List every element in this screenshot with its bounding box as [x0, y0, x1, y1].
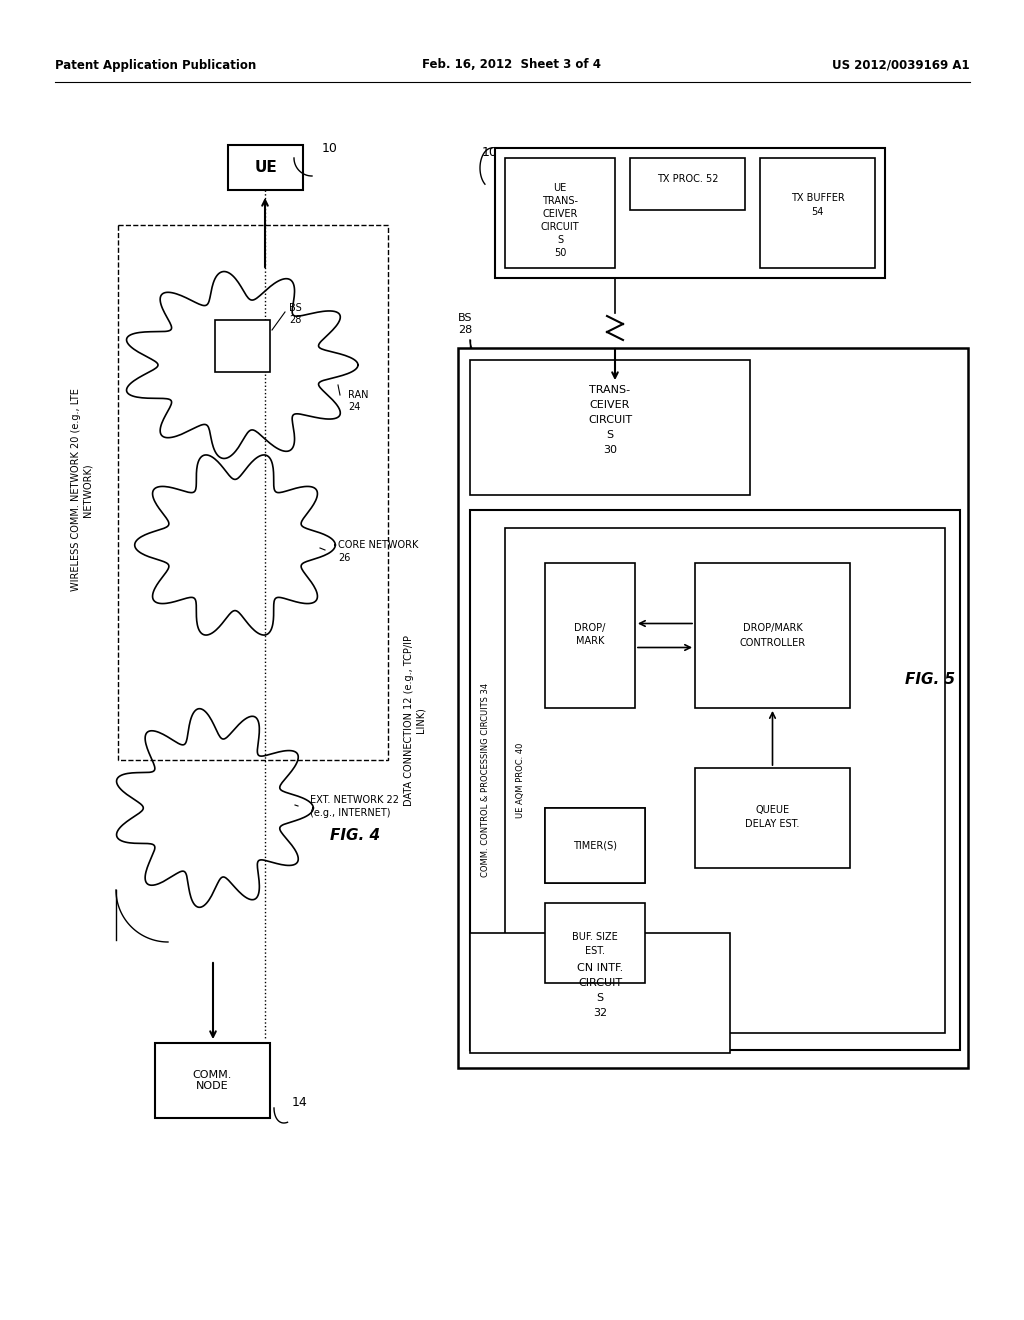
Text: Feb. 16, 2012  Sheet 3 of 4: Feb. 16, 2012 Sheet 3 of 4 [423, 58, 601, 71]
Text: BUF. SIZE: BUF. SIZE [572, 932, 617, 942]
Text: 24: 24 [348, 403, 360, 412]
Text: CIRCUIT: CIRCUIT [588, 414, 632, 425]
Bar [470, 933, 730, 1053]
Text: Patent Application Publication: Patent Application Publication [55, 58, 256, 71]
Text: 10: 10 [482, 145, 498, 158]
Bar [155, 1043, 270, 1118]
Bar [545, 903, 645, 983]
Text: US 2012/0039169 A1: US 2012/0039169 A1 [833, 58, 970, 71]
Text: TIMER(S): TIMER(S) [573, 841, 617, 850]
Bar [630, 158, 745, 210]
Text: 28: 28 [458, 325, 472, 335]
Bar [695, 768, 850, 869]
Text: DROP/MARK: DROP/MARK [742, 623, 803, 632]
Bar [458, 348, 968, 1068]
Text: 26: 26 [338, 553, 350, 564]
Text: S: S [606, 430, 613, 440]
Text: FIG. 5: FIG. 5 [905, 672, 955, 688]
Text: TIMER(S): TIMER(S) [573, 841, 617, 850]
Text: CN INTF.: CN INTF. [577, 964, 624, 973]
Text: COMM.
NODE: COMM. NODE [193, 1069, 232, 1092]
Bar [545, 564, 635, 708]
Text: CEIVER: CEIVER [590, 400, 630, 411]
Text: RAN: RAN [348, 389, 369, 400]
Text: 10: 10 [323, 141, 338, 154]
Text: CIRCUIT: CIRCUIT [541, 222, 580, 232]
Bar [505, 158, 615, 268]
Bar [505, 528, 945, 1034]
Bar [539, 814, 639, 888]
Text: TRANS-: TRANS- [542, 195, 578, 206]
Text: DROP/: DROP/ [574, 623, 605, 632]
Text: EST.: EST. [585, 946, 605, 956]
Bar [545, 808, 645, 883]
Bar [495, 148, 885, 279]
Text: UE: UE [254, 160, 276, 176]
Text: 54: 54 [811, 207, 823, 216]
Text: 14: 14 [292, 1097, 308, 1110]
Text: WIRELESS COMM. NETWORK 20 (e.g., LTE
NETWORK): WIRELESS COMM. NETWORK 20 (e.g., LTE NET… [72, 388, 93, 591]
Text: 50: 50 [554, 248, 566, 257]
Text: DELAY EST.: DELAY EST. [745, 818, 800, 829]
Bar [760, 158, 874, 268]
Text: CORE NETWORK: CORE NETWORK [338, 540, 419, 550]
Text: FIG. 4: FIG. 4 [330, 828, 380, 842]
Bar [228, 145, 303, 190]
Text: CEIVER: CEIVER [543, 209, 578, 219]
Text: CIRCUIT: CIRCUIT [578, 978, 622, 987]
Text: (e.g., INTERNET): (e.g., INTERNET) [310, 808, 390, 818]
Text: 30: 30 [603, 445, 617, 455]
Bar [539, 909, 639, 989]
Bar [470, 510, 961, 1049]
Text: TX BUFFER: TX BUFFER [791, 193, 845, 203]
Text: DATA CONNECTION 12 (e.g., TCP/IP
LINK): DATA CONNECTION 12 (e.g., TCP/IP LINK) [404, 635, 426, 805]
Bar [118, 224, 388, 760]
Bar [545, 808, 645, 883]
Text: TX PROC. 52: TX PROC. 52 [656, 174, 718, 183]
Text: BS: BS [289, 304, 301, 313]
Text: UE: UE [553, 183, 566, 193]
Text: UE AQM PROC. 40: UE AQM PROC. 40 [515, 743, 524, 818]
Text: S: S [596, 993, 603, 1003]
Text: TRANS-: TRANS- [590, 385, 631, 395]
Text: COMM. CONTROL & PROCESSING CIRCUITS 34: COMM. CONTROL & PROCESSING CIRCUITS 34 [480, 682, 489, 876]
Text: 32: 32 [593, 1008, 607, 1018]
Text: EXT. NETWORK 22: EXT. NETWORK 22 [310, 795, 399, 805]
Text: QUEUE: QUEUE [756, 805, 790, 814]
Text: MARK: MARK [575, 635, 604, 645]
Text: 28: 28 [289, 315, 301, 325]
Text: BS: BS [458, 313, 472, 323]
Bar [470, 360, 750, 495]
Text: CONTROLLER: CONTROLLER [739, 639, 806, 648]
Text: S: S [557, 235, 563, 246]
Bar [215, 319, 270, 372]
Bar [695, 564, 850, 708]
